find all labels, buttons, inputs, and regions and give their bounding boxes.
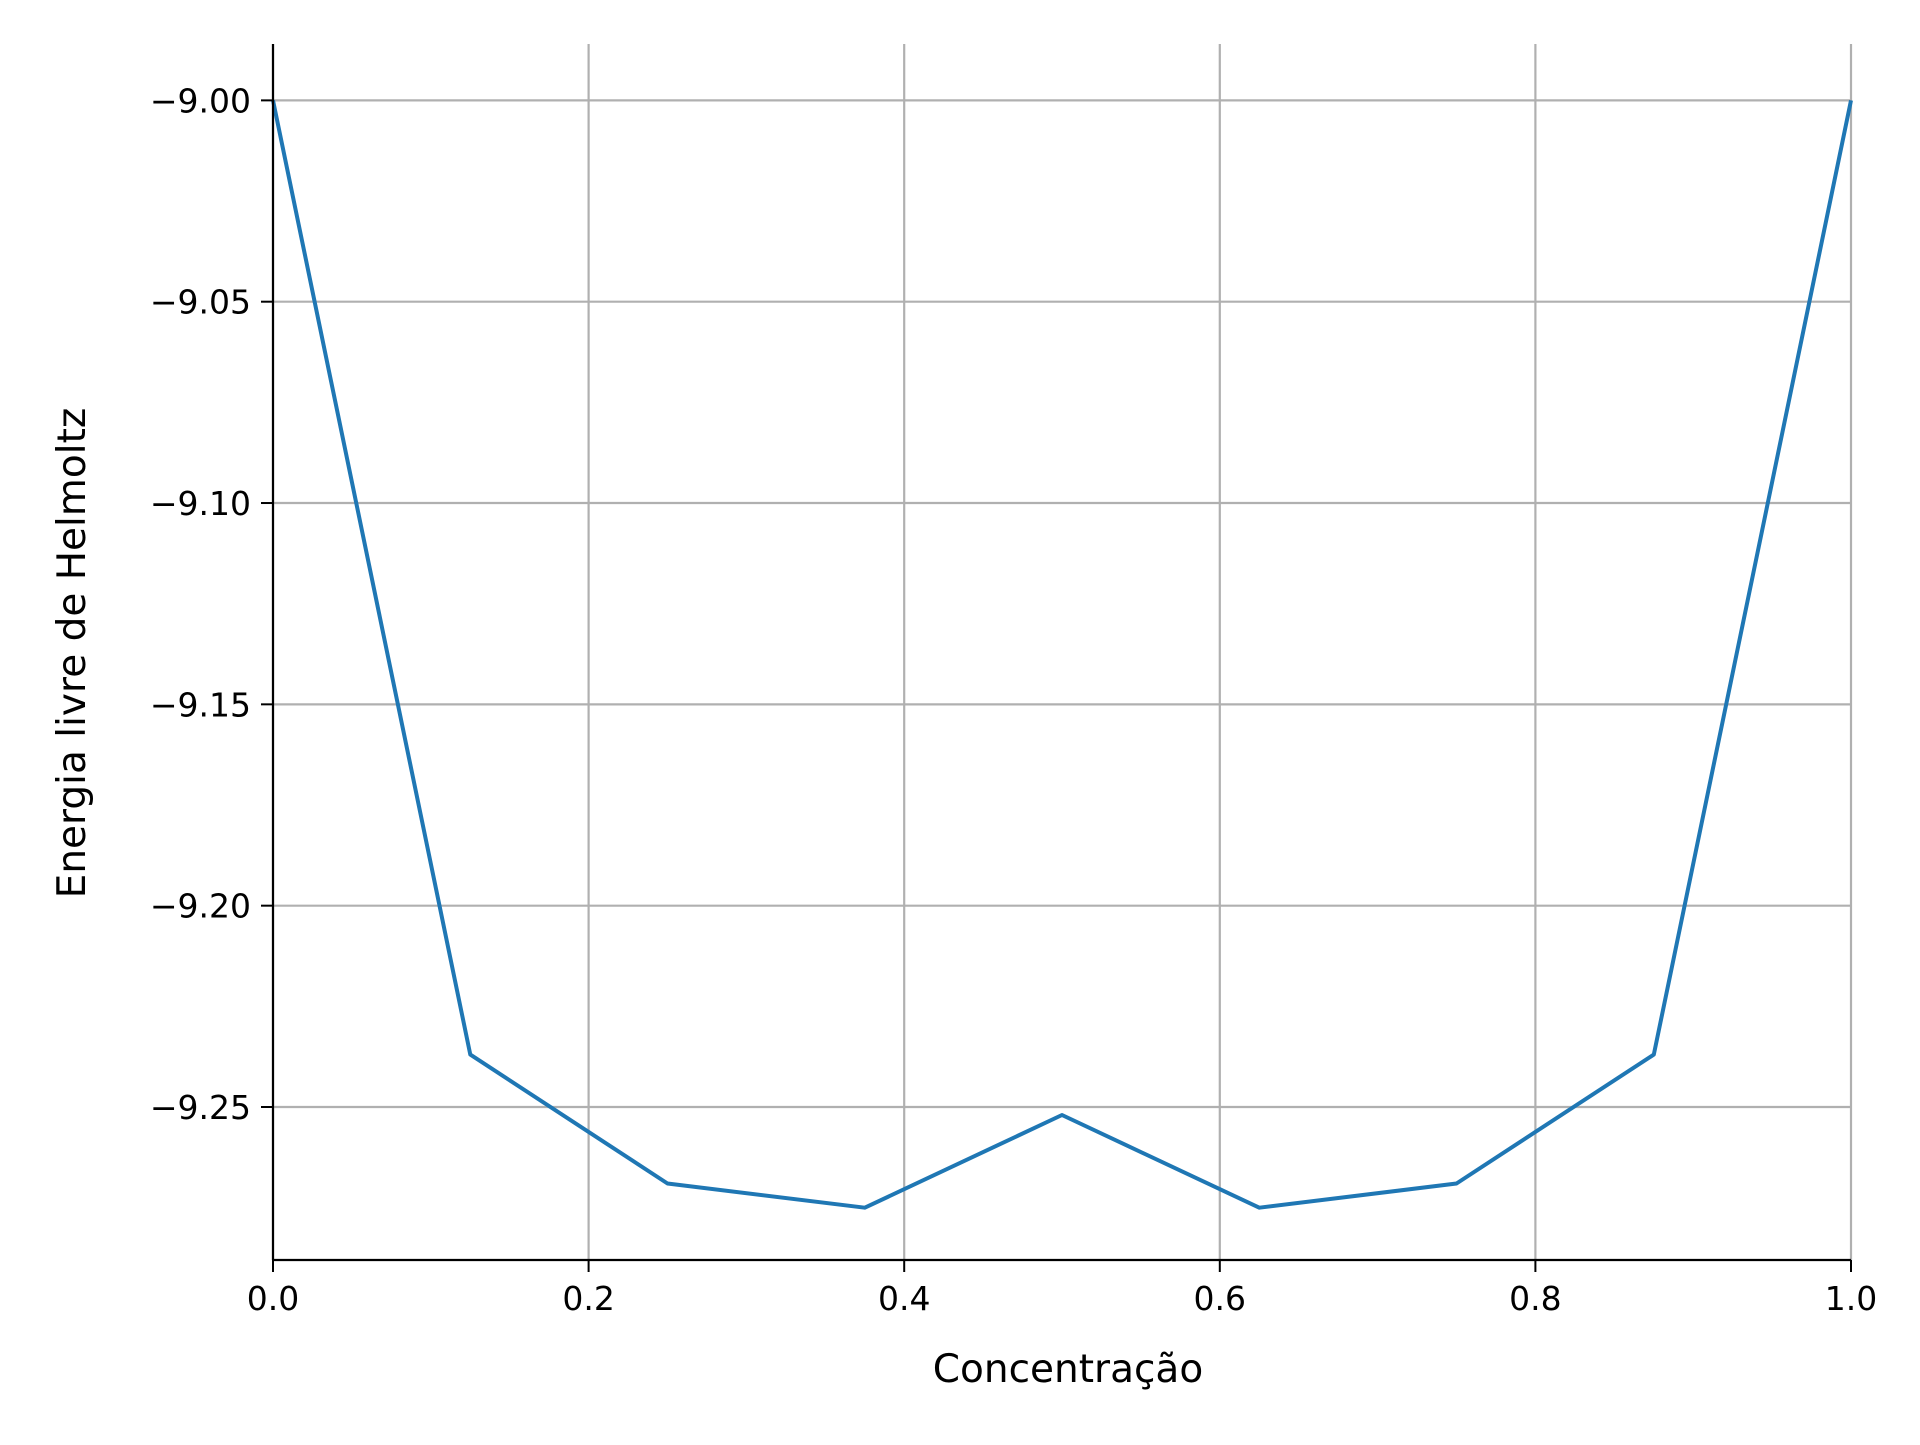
x-tick-label: 0.6 bbox=[1194, 1279, 1246, 1318]
series-line-0 bbox=[273, 100, 1851, 1207]
y-tick-label: −9.20 bbox=[150, 887, 251, 926]
x-tick-label: 0.0 bbox=[247, 1279, 299, 1318]
x-tick-label: 1.0 bbox=[1825, 1279, 1877, 1318]
y-tick-label: −9.10 bbox=[150, 484, 251, 523]
x-tick-label: 0.8 bbox=[1509, 1279, 1561, 1318]
grid bbox=[273, 44, 1851, 1260]
series-layer bbox=[273, 100, 1851, 1207]
y-tick-label: −9.25 bbox=[150, 1088, 251, 1127]
y-tick-label: −9.00 bbox=[150, 81, 251, 120]
axes bbox=[261, 44, 1851, 1272]
x-axis-title: Concentração bbox=[933, 1347, 1203, 1392]
y-tick-label: −9.05 bbox=[150, 283, 251, 322]
y-tick-label: −9.15 bbox=[150, 685, 251, 724]
tick-labels: 0.0 0.2 0.4 0.6 0.8 1.0 −9.00 −9.05 −9.10 −9.15 −9… bbox=[150, 81, 1877, 1318]
x-tick-label: 0.2 bbox=[562, 1279, 614, 1318]
x-tick-label: 0.4 bbox=[878, 1279, 930, 1318]
y-axis-title: Energia livre de Helmoltz bbox=[50, 408, 95, 899]
